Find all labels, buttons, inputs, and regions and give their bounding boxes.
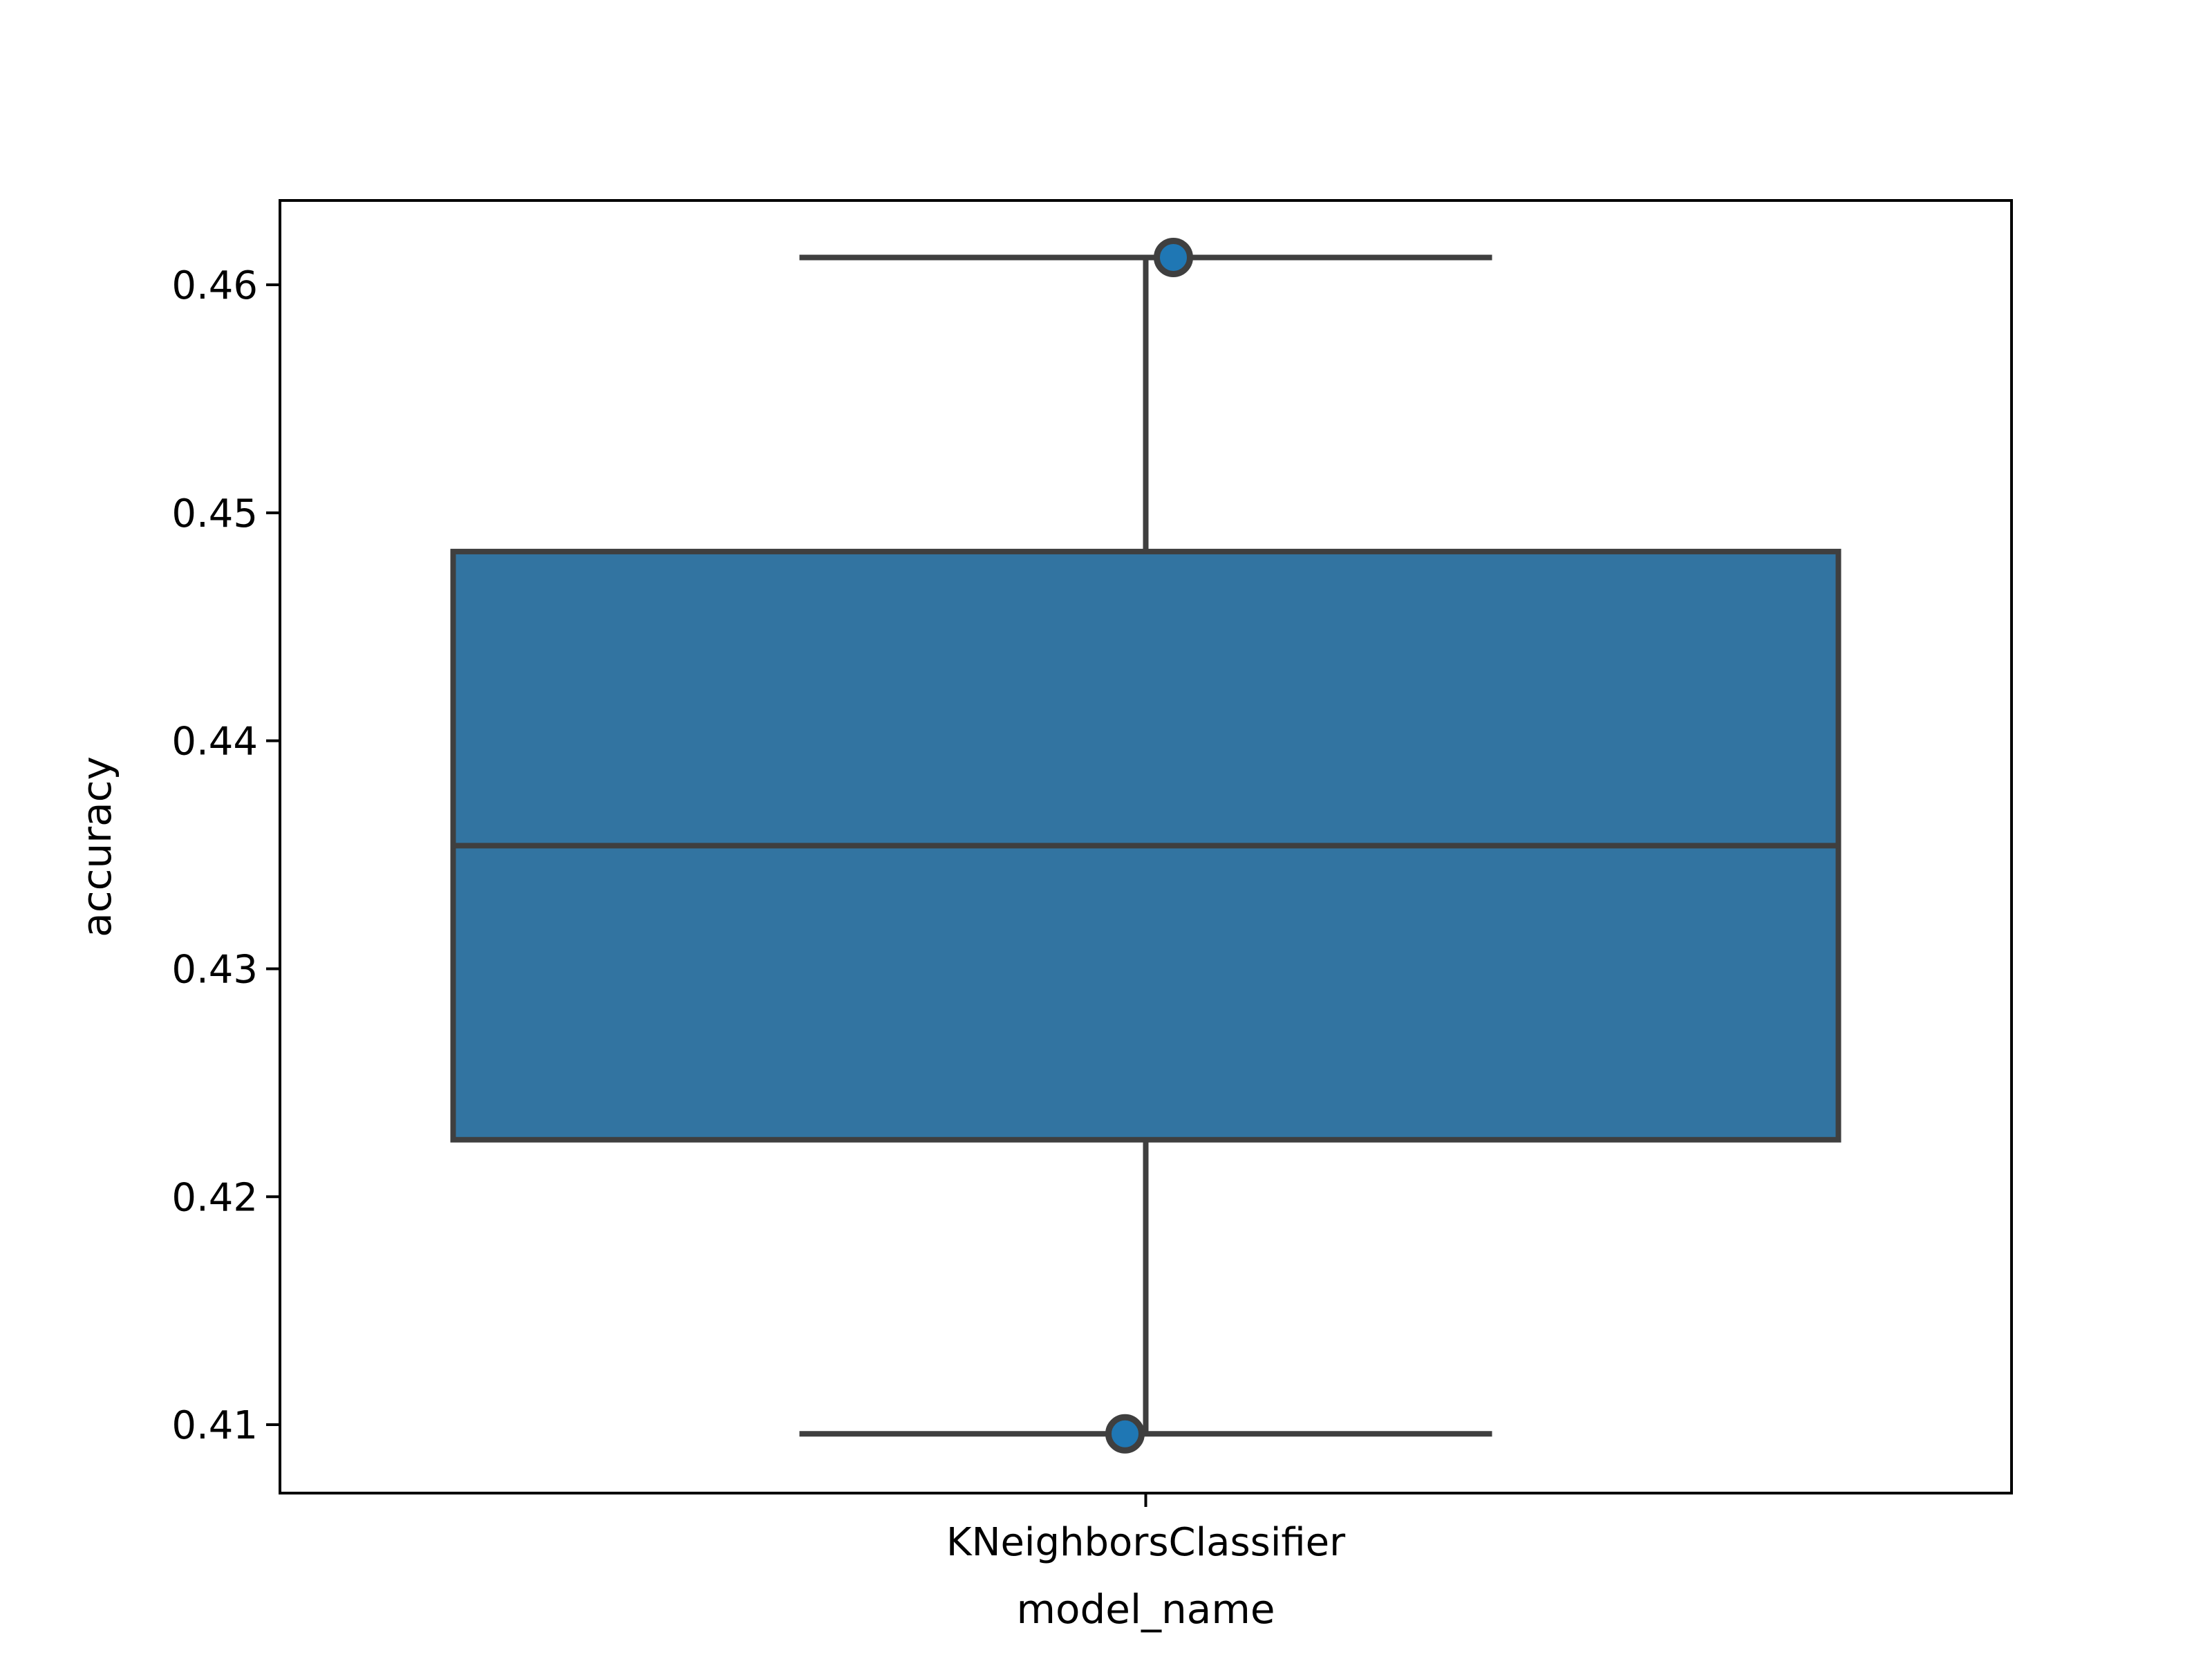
data-point [1105,1414,1145,1454]
box-marks [450,237,1841,1454]
data-point [1154,237,1193,277]
y-tick-label: 0.44 [171,720,258,765]
x-axis-label: model_name [1016,1586,1275,1633]
y-tick-label: 0.45 [171,491,258,536]
y-tick-label: 0.41 [171,1403,258,1448]
x-tick-label: KNeighborsClassifier [946,1520,1346,1565]
y-axis-label: accuracy [73,756,120,937]
y-tick-label: 0.46 [171,263,258,308]
y-tick-label: 0.43 [171,947,258,992]
x-axis: KNeighborsClassifier [946,1493,1346,1565]
y-axis-ticks: 0.41 0.42 0.43 0.44 0.45 0.46 [171,263,280,1448]
y-tick-label: 0.42 [171,1175,258,1220]
